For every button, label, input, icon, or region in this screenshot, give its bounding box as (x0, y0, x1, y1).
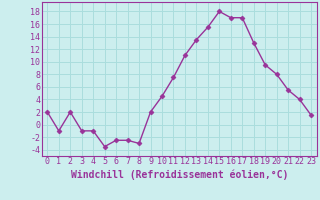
X-axis label: Windchill (Refroidissement éolien,°C): Windchill (Refroidissement éolien,°C) (70, 169, 288, 180)
